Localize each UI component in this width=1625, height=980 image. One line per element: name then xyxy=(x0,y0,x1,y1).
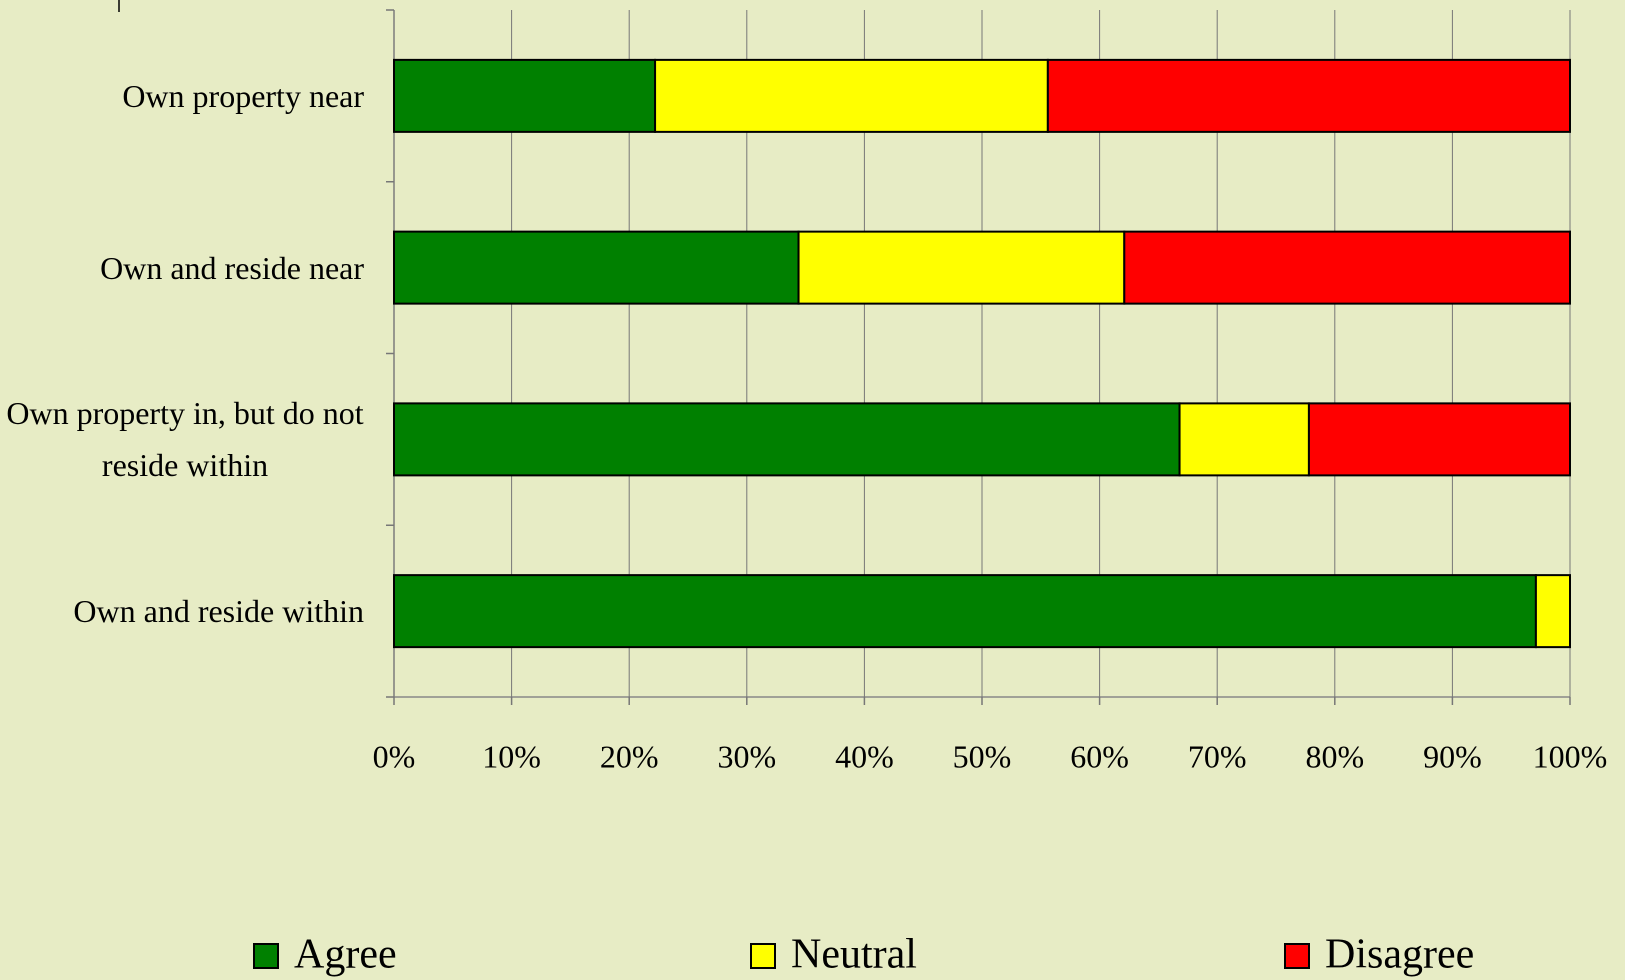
y-tick-label: Own and reside near xyxy=(100,249,364,286)
legend-label: Neutral xyxy=(791,932,917,978)
y-tick-label: Own and reside within xyxy=(73,593,364,630)
x-tick-label: 60% xyxy=(1070,738,1129,774)
x-tick-label: 10% xyxy=(482,738,541,774)
bar-segment xyxy=(797,230,1126,305)
x-tick-label: 50% xyxy=(953,738,1012,774)
bar-segment xyxy=(393,58,657,133)
x-tick-label: 90% xyxy=(1423,738,1482,774)
bar-segment xyxy=(1046,58,1571,133)
x-tick-label: 40% xyxy=(835,738,894,774)
y-tick-label: Own property near xyxy=(122,77,364,114)
bar-segment xyxy=(393,574,1537,649)
bar-segment xyxy=(654,58,1049,133)
x-tick-label: 0% xyxy=(373,738,416,774)
legend-swatch xyxy=(750,943,776,969)
x-tick-label: 20% xyxy=(600,738,659,774)
x-tick-label: 100% xyxy=(1533,738,1608,774)
bar-segment xyxy=(1123,230,1572,305)
bar-segment xyxy=(1534,574,1571,649)
bar-segment xyxy=(393,230,800,305)
legend-label: Disagree xyxy=(1325,932,1474,978)
bar-segment xyxy=(393,402,1181,477)
legend-label: Agree xyxy=(294,932,397,978)
legend-swatch xyxy=(1284,943,1310,969)
y-tick-label: Own property in, but do not reside withi… xyxy=(6,395,364,484)
x-tick-label: 70% xyxy=(1188,738,1247,774)
bar-segment xyxy=(1178,402,1310,477)
x-tick-label: 30% xyxy=(717,738,776,774)
bar-segment xyxy=(1307,402,1571,477)
x-tick-label: 80% xyxy=(1305,738,1364,774)
legend-swatch xyxy=(253,943,279,969)
